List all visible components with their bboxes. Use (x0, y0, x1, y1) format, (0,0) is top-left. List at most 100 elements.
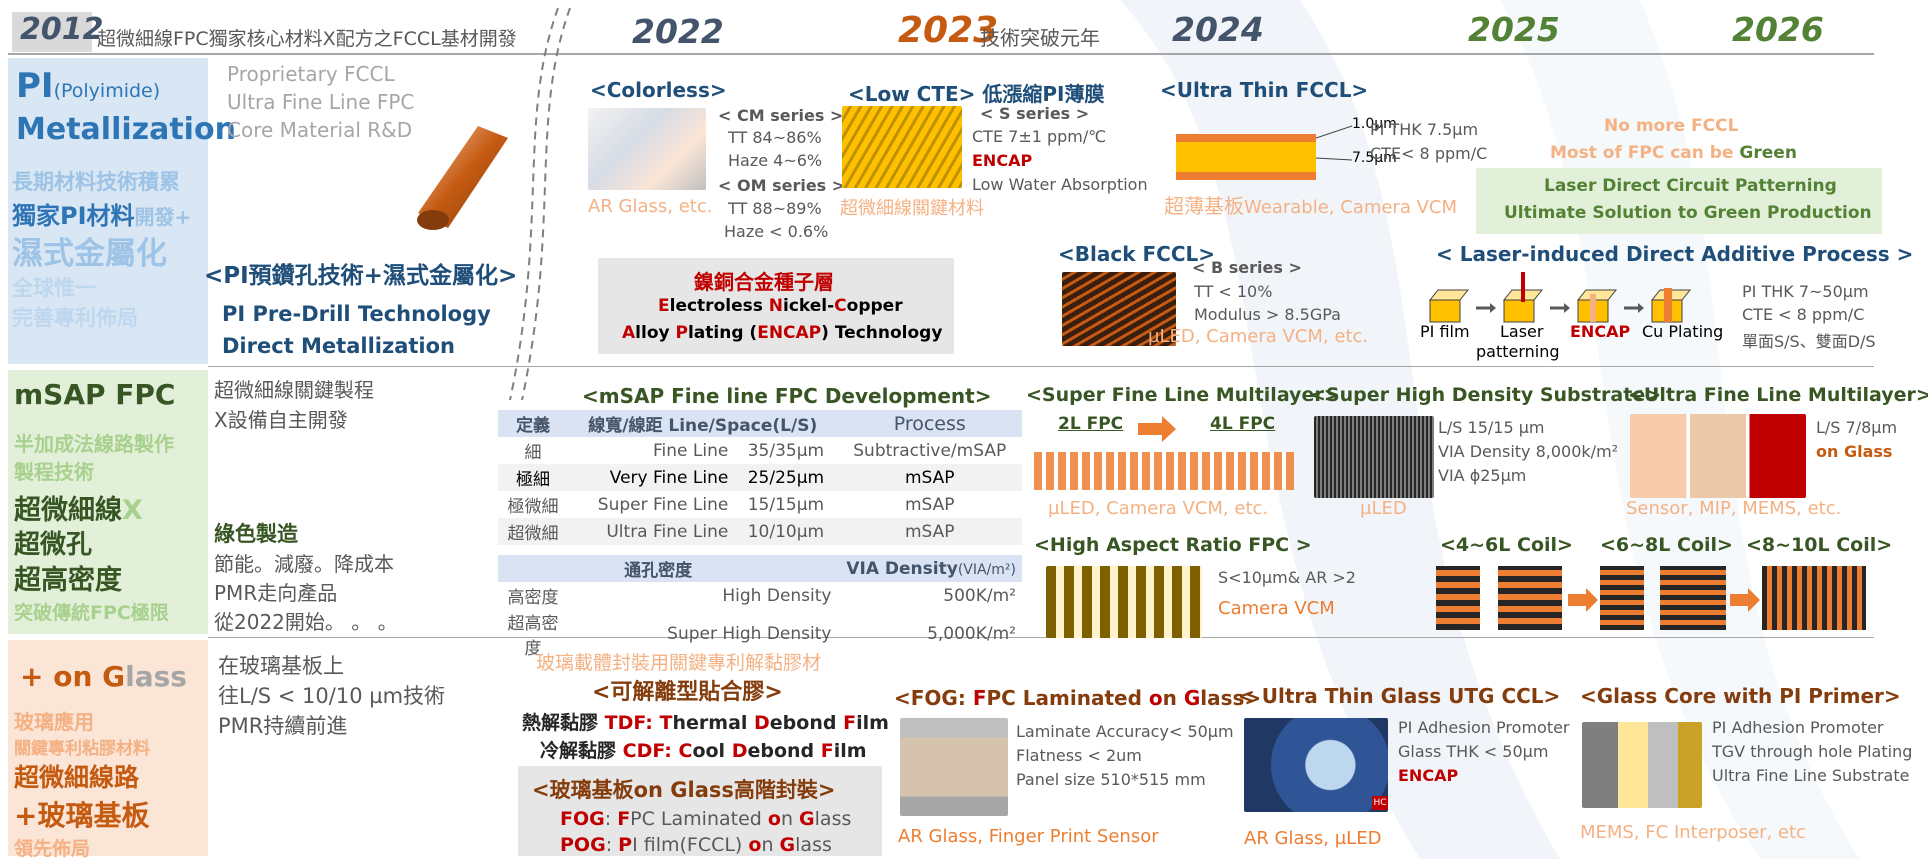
metallization-title: Metallization (16, 112, 236, 147)
fog-spec3: Panel size 510*515 mm (1016, 770, 1206, 789)
ldcp-box (1476, 168, 1882, 234)
fog-spec1: Laminate Accuracy< 50µm (1016, 722, 1234, 741)
glass-core-spec2: TGV through hole Plating (1712, 742, 1913, 761)
pi-line4: 全球惟一 (12, 276, 96, 300)
nicu-box (598, 258, 954, 354)
black-fccl-title: <Black FCCL> (1058, 242, 1215, 266)
row-divider-1 (208, 366, 1874, 367)
msap-table-header: 定義 線寬/線距 Line/Space(L/S) Process (498, 410, 1022, 437)
predrill-en1: PI Pre-Drill Technology (222, 302, 491, 326)
utg-hc-badge: HC (1372, 796, 1388, 810)
nicu-line1: Electroless Nickel-Copper (658, 296, 903, 316)
fog-note: AR Glass, Finger Print Sensor (898, 826, 1159, 847)
green-mfg-3: 從2022開始。 。 。 (214, 610, 398, 634)
b-series: < B series > (1192, 258, 1302, 277)
cdf-line: 冷解黏膠 CDF: Cool Debond Film (540, 740, 867, 762)
ldap-step2a: Laser (1500, 322, 1544, 341)
om-tt: TT 88~89% (728, 199, 822, 218)
shd-title: <Super High Density Substrate> (1310, 384, 1662, 406)
ultra-thin-cu-layer-bottom (1176, 172, 1316, 180)
ultra-thin-cte: CTE< 8 ppm/C (1370, 144, 1488, 163)
glass-line5: 領先佈局 (14, 838, 91, 859)
shd-via: VIA Density 8,000k/m² (1438, 442, 1619, 461)
no-more-fccl: No more FCCL (1604, 116, 1739, 136)
nicu-title: 鎳銅合金種子層 (694, 270, 834, 294)
black-fccl-tt: TT < 10% (1194, 282, 1273, 301)
ufl-multilayer-image (1630, 414, 1806, 498)
pi-band (8, 58, 208, 364)
rd-line3: Core Material R&D (227, 118, 413, 142)
header-divider (8, 53, 1874, 55)
ldap-process-diagram (1428, 272, 1692, 323)
utg-spec1: PI Adhesion Promoter (1398, 718, 1570, 737)
rd-line1: Proprietary FCCL (227, 62, 395, 86)
har-image (1046, 566, 1202, 638)
table-row: 超微細 Ultra Fine Line 10/10μm mSAP (498, 518, 1022, 545)
glass-line2: 關鍵專利粘膠材料 (14, 739, 150, 759)
year-2025: 2025 (1468, 10, 1560, 49)
pog-line: POG: PI film(FCCL) on Glass (560, 834, 832, 856)
s-series: < S series > (980, 104, 1090, 123)
har-spec: S<10µm& AR >2 (1218, 568, 1356, 587)
glass-line3: 超微細線路 (14, 763, 140, 792)
ldap-step4: Cu Plating (1642, 322, 1724, 341)
cm-series: < CM series > (718, 106, 844, 125)
sfl-board-image (1034, 452, 1294, 490)
glass-core-note: MEMS, FC Interposer, etc (1580, 822, 1806, 843)
black-fccl-image (1062, 272, 1176, 346)
coil-image-4 (1660, 566, 1726, 630)
year-2024: 2024 (1172, 10, 1264, 49)
low-cte-encap: ENCAP (972, 151, 1033, 170)
ultra-thin-cu-layer-top (1176, 134, 1316, 142)
ultra-thin-dim-2: 7.5μm (1352, 150, 1397, 166)
coil-image-2 (1498, 566, 1562, 630)
ldap-title: < Laser-induced Direct Additive Process … (1436, 242, 1914, 266)
msap-table-title: <mSAP Fine line FPC Development> (582, 384, 992, 408)
om-series: < OM series > (718, 176, 846, 195)
msap-header-process: Process (893, 412, 966, 435)
nicu-line2: Alloy Plating (ENCAP) Technology (622, 323, 943, 343)
glass-title: + on Glass (20, 660, 187, 693)
colorless-note: AR Glass, etc. (588, 196, 713, 217)
year-2026: 2026 (1732, 10, 1824, 49)
msap-header-def: 定義 (516, 416, 550, 436)
utg-note: AR Glass, µLED (1244, 828, 1382, 849)
adhesive-title: <可解離型貼合膠> (592, 680, 783, 705)
rd-line2: Ultra Fine Line FPC (227, 90, 415, 114)
glass-band (8, 640, 208, 856)
tdf-line: 熱解黏膠 TDF: Thermal Debond Film (522, 712, 889, 734)
green-mfg-title: 綠色製造 (214, 522, 298, 546)
coil-6-8: <6~8L Coil> (1600, 534, 1733, 556)
glass-pkg-title: <玻璃基板on Glass高階封裝> (532, 778, 836, 802)
fog-title: <FOG: FPC Laminated on Glass> (894, 686, 1262, 710)
pi-title: PI(Polyimide) (16, 66, 161, 106)
msap-title: mSAP FPC (14, 378, 176, 411)
pi-line2: 獨家PI材料開發+ (12, 202, 192, 230)
year-2023-suffix: 技術突破元年 (980, 26, 1100, 50)
pi-line5: 完善專利佈局 (12, 306, 138, 330)
sfl-multilayer-title: <Super Fine Line Multilayer> (1026, 384, 1340, 406)
coil-arrow-1 (1568, 588, 1598, 612)
year-2012-box (12, 12, 92, 52)
utg-spec2: Glass THK < 50µm (1398, 742, 1549, 761)
utg-title: < Ultra Thin Glass UTG CCL> (1238, 684, 1561, 708)
msap-key1: 超微細線關鍵製程 (214, 378, 374, 402)
low-cte-note: 超微細線關鍵材料 (840, 198, 984, 219)
year-2022: 2022 (632, 12, 724, 51)
har-note: Camera VCM (1218, 598, 1335, 619)
har-title: <High Aspect Ratio FPC > (1034, 534, 1312, 556)
most-fpc-green: Most of FPC can be Green (1550, 143, 1797, 163)
ldap-spec3: 單面S/S、雙面D/S (1742, 332, 1876, 351)
green-mfg-1: 節能。減廢。降成本 (214, 552, 394, 576)
msap-key2: X設備自主開發 (214, 408, 348, 432)
coil-8-10: <8~10L Coil> (1746, 534, 1893, 556)
ldcp-line1: Laser Direct Circuit Patterning (1544, 176, 1837, 196)
via-header-cn: 通孔密度 (624, 561, 693, 581)
black-fccl-modulus: Modulus > 8.5GPa (1194, 305, 1341, 324)
glass-core-image (1582, 722, 1702, 808)
fog-spec2: Flatness < 2um (1016, 746, 1142, 765)
glass-core-spec1: PI Adhesion Promoter (1712, 718, 1884, 737)
cm-tt: TT 84~86% (728, 128, 822, 147)
copper-film-roll-image (417, 126, 508, 230)
ultra-thin-title: <Ultra Thin FCCL> (1160, 78, 1369, 102)
